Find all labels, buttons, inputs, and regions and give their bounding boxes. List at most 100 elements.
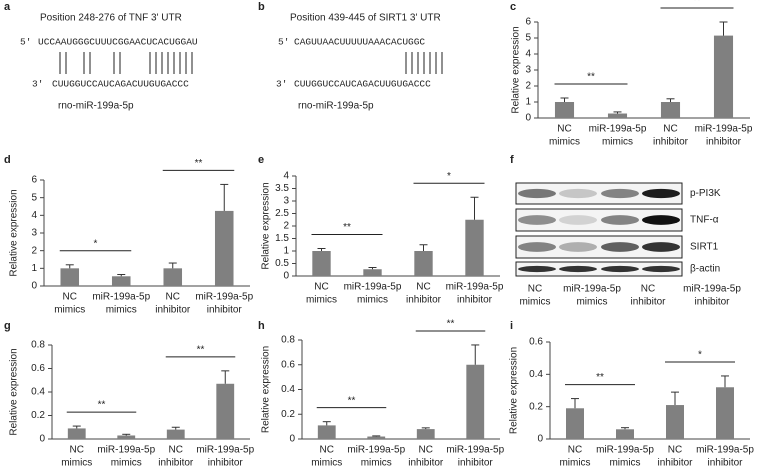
significance-label: ** (98, 400, 106, 411)
mirna-sequence: CUUGGUCCAUCAGACUUGUGACCC (294, 79, 431, 90)
x-tick-label: miR-199a-5p (683, 284, 741, 295)
x-tick-label: inhibitor (707, 458, 743, 468)
x-tick-label: miR-199a-5p (196, 445, 254, 456)
error-bar (221, 370, 230, 384)
x-tick-label: inhibitor (630, 297, 666, 308)
y-tick-label: 0 (31, 281, 37, 292)
y-axis-label: Relative expression (511, 26, 522, 113)
prime: 3' (32, 79, 43, 90)
y-tick-label: 0 (289, 434, 295, 445)
x-tick-label: NC (641, 284, 655, 295)
y-tick-label: 0.2 (31, 410, 45, 421)
blot-band (601, 265, 639, 273)
x-tick-label: miR-199a-5p (92, 292, 150, 303)
x-tick-label: miR-199a-5p (344, 282, 402, 293)
prime: 5' (278, 37, 289, 48)
significance-label: ** (195, 158, 203, 169)
y-axis-label: Relative expression (9, 189, 20, 276)
blot-frame (515, 208, 683, 232)
x-tick-label: inhibitor (694, 297, 730, 308)
y-tick-label: 0.2 (529, 401, 543, 412)
error-bar (322, 421, 331, 426)
x-tick-label: mimics (106, 305, 137, 316)
blot-row-label: β-actin (690, 264, 720, 275)
blot-band (642, 215, 680, 225)
error-bar (560, 97, 569, 102)
x-tick-label: NC (169, 445, 183, 456)
panel-title: Position 248-276 of TNF 3' UTR (40, 13, 182, 24)
bar (414, 251, 433, 276)
x-tick-label: NC (416, 282, 430, 293)
x-tick-label: NC (557, 124, 571, 135)
y-axis-label: Relative expression (9, 348, 20, 435)
x-tick-label: mimics (111, 458, 142, 468)
blot-band (559, 242, 597, 252)
x-tick-label: miR-199a-5p (696, 445, 754, 456)
y-tick-label: 1.5 (275, 233, 289, 244)
y-tick-label: 0.4 (529, 369, 543, 380)
bar (117, 435, 136, 439)
x-tick-label: mimics (61, 458, 92, 468)
mirna-name: rno-miR-199a-5p (298, 101, 374, 112)
error-bar (470, 196, 479, 220)
bar (466, 364, 485, 439)
error-bar (372, 435, 381, 437)
significance-label: * (698, 350, 702, 361)
y-tick-label: 4 (525, 49, 531, 60)
y-tick-label: 0.5 (275, 258, 289, 269)
x-tick-label: inhibitor (207, 305, 243, 316)
blot-frame (515, 235, 683, 259)
panel-label: c (510, 1, 516, 13)
utr-sequence: CAGUUAACUUUUUAAACACUGGC (294, 37, 425, 48)
error-bar (168, 262, 177, 269)
x-tick-label: miR-199a-5p (596, 445, 654, 456)
blot-band (559, 215, 597, 225)
bar (111, 276, 131, 286)
significance-label: ** (197, 344, 205, 355)
blot-band (559, 265, 597, 273)
y-tick-label: 0.8 (31, 340, 45, 351)
y-tick-label: 4 (283, 171, 289, 182)
x-tick-label: miR-199a-5p (97, 445, 155, 456)
bar (317, 425, 336, 439)
y-tick-label: 0.6 (281, 359, 295, 370)
bar (163, 268, 183, 286)
x-tick-label: inhibitor (158, 458, 194, 468)
x-tick-label: mimics (357, 295, 388, 306)
y-axis-label: Relative expression (261, 182, 272, 269)
bar (465, 219, 484, 276)
blot-band (601, 215, 639, 225)
prime: 3' (276, 79, 287, 90)
bar (716, 387, 734, 439)
bar (60, 268, 80, 286)
error-bar (613, 111, 622, 114)
significance-label: * (447, 171, 451, 182)
x-tick-label: mimics (559, 458, 590, 468)
y-axis-label: Relative expression (261, 346, 272, 433)
panel-label: f (510, 154, 514, 166)
error-bar (719, 21, 728, 36)
x-tick-label: miR-199a-5p (446, 445, 504, 456)
y-tick-label: 0 (283, 271, 289, 282)
y-tick-label: 5 (31, 192, 37, 203)
y-tick-label: 0 (39, 434, 45, 445)
blot-frame (515, 261, 683, 277)
x-tick-label: miR-199a-5p (695, 124, 753, 135)
blot-frame (515, 182, 683, 205)
y-tick-label: 0.4 (31, 387, 45, 398)
panel-label: b (258, 1, 265, 13)
x-tick-label: NC (663, 124, 677, 135)
y-tick-label: 1 (283, 246, 289, 257)
y-axis-label: Relative expression (509, 347, 520, 434)
x-tick-label: NC (528, 284, 542, 295)
x-tick-label: NC (320, 445, 334, 456)
bar (216, 383, 235, 439)
x-tick-label: mimics (602, 137, 633, 148)
y-tick-label: 2 (283, 221, 289, 232)
blot-band (642, 242, 680, 252)
bar (166, 429, 185, 439)
y-tick-label: 3 (31, 228, 37, 239)
bar (660, 102, 681, 118)
x-tick-label: mimics (576, 297, 607, 308)
